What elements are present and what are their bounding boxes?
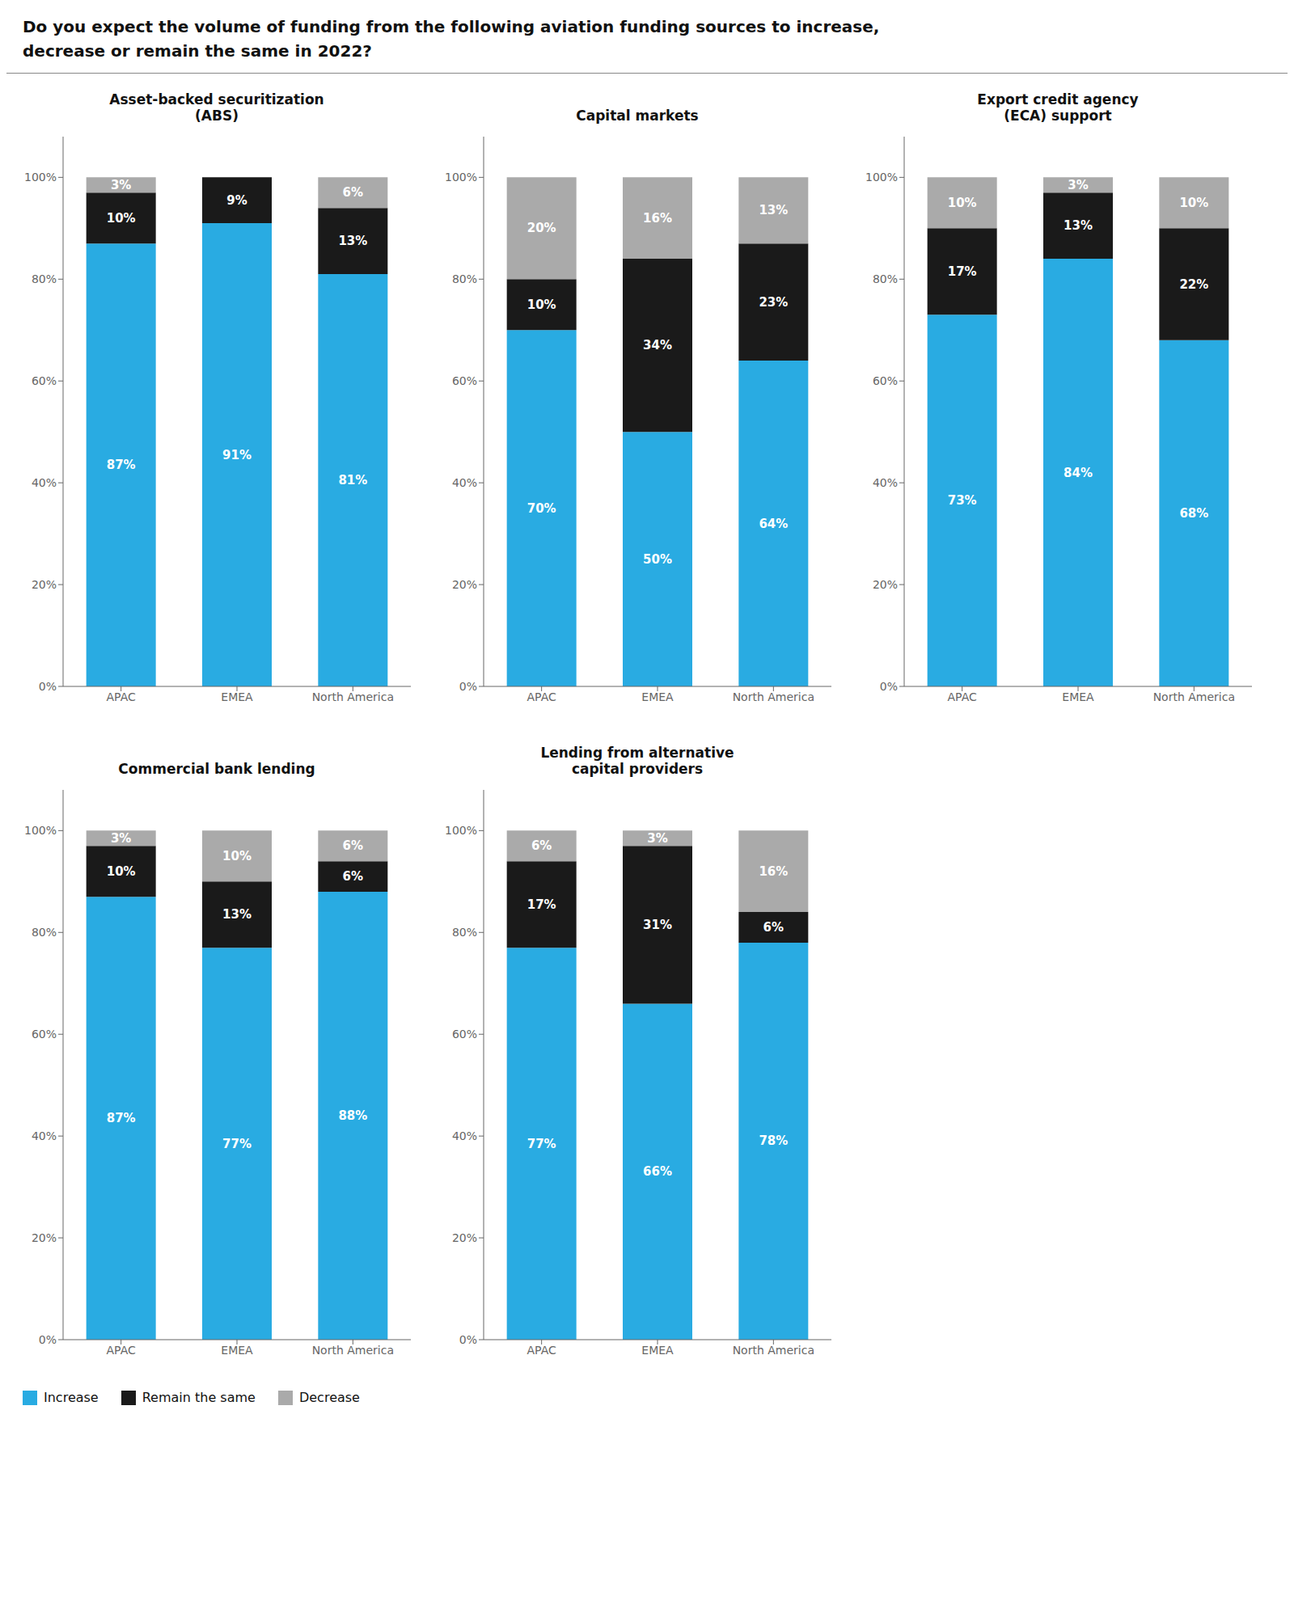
svg-text:10%: 10% — [527, 297, 557, 313]
svg-text:APAC: APAC — [527, 690, 557, 704]
svg-text:6%: 6% — [763, 920, 784, 935]
svg-text:EMEA: EMEA — [1061, 690, 1095, 704]
svg-text:73%: 73% — [947, 493, 977, 508]
svg-text:16%: 16% — [758, 864, 788, 880]
svg-text:20%: 20% — [452, 578, 478, 592]
svg-text:0%: 0% — [459, 680, 478, 694]
html-text:Increase: Increase — [43, 1390, 99, 1406]
svg-text:APAC: APAC — [106, 690, 136, 704]
svg-text:6%: 6% — [342, 869, 364, 884]
svg-text:3%: 3% — [647, 831, 668, 846]
svg-text:6%: 6% — [531, 838, 552, 854]
svg-text:North America: North America — [732, 1344, 815, 1358]
svg-text:68%: 68% — [1179, 506, 1209, 521]
svg-text:16%: 16% — [642, 211, 673, 226]
svg-text:100%: 100% — [444, 170, 478, 184]
svg-text:23%: 23% — [758, 295, 788, 310]
svg-text:91%: 91% — [222, 448, 252, 463]
html-text:Remain the same: Remain the same — [142, 1390, 256, 1406]
svg-text:66%: 66% — [642, 1164, 673, 1180]
svg-text:20%: 20% — [31, 578, 57, 592]
html-text:Lending from alternative capit: Lending from alternative capital provide… — [540, 744, 735, 778]
svg-text:31%: 31% — [642, 917, 673, 933]
svg-text:10%: 10% — [106, 864, 136, 880]
svg-text:40%: 40% — [452, 1129, 478, 1143]
svg-text:North America: North America — [312, 690, 394, 704]
svg-text:0%: 0% — [38, 680, 57, 694]
svg-text:3%: 3% — [110, 831, 132, 846]
svg-text:77%: 77% — [527, 1137, 557, 1152]
svg-text:North America: North America — [732, 690, 815, 704]
svg-text:20%: 20% — [872, 578, 898, 592]
svg-text:100%: 100% — [444, 824, 478, 838]
svg-text:0%: 0% — [459, 1333, 478, 1347]
svg-text:EMEA: EMEA — [641, 690, 674, 704]
svg-text:10%: 10% — [947, 195, 977, 211]
svg-text:North America: North America — [312, 1344, 394, 1358]
svg-text:60%: 60% — [872, 374, 898, 388]
svg-text:10%: 10% — [222, 849, 252, 864]
svg-text:0%: 0% — [879, 680, 898, 694]
svg-text:EMEA: EMEA — [641, 1344, 674, 1358]
html-text:Asset-backed securitization (A: Asset-backed securitization (ABS) — [109, 91, 325, 124]
svg-text:81%: 81% — [338, 473, 368, 488]
svg-text:North America: North America — [1153, 690, 1235, 704]
svg-text:40%: 40% — [872, 476, 898, 490]
svg-text:87%: 87% — [106, 457, 136, 473]
svg-text:84%: 84% — [1063, 465, 1093, 481]
svg-text:20%: 20% — [527, 220, 557, 236]
html-text:Export credit agency (ECA) sup: Export credit agency (ECA) support — [977, 91, 1139, 124]
svg-text:60%: 60% — [31, 374, 57, 388]
svg-text:6%: 6% — [342, 838, 364, 854]
svg-text:80%: 80% — [31, 926, 57, 939]
svg-text:17%: 17% — [947, 264, 977, 280]
svg-text:70%: 70% — [527, 501, 557, 516]
svg-text:20%: 20% — [452, 1231, 478, 1245]
svg-text:13%: 13% — [1063, 218, 1093, 233]
svg-text:9%: 9% — [226, 193, 247, 208]
svg-text:40%: 40% — [31, 1129, 57, 1143]
svg-text:34%: 34% — [642, 338, 673, 353]
svg-text:10%: 10% — [106, 211, 136, 226]
svg-text:80%: 80% — [452, 926, 478, 939]
svg-text:22%: 22% — [1179, 277, 1209, 292]
svg-text:3%: 3% — [1067, 177, 1088, 193]
svg-text:6%: 6% — [342, 185, 364, 200]
svg-text:80%: 80% — [452, 272, 478, 286]
svg-text:87%: 87% — [106, 1111, 136, 1126]
svg-text:64%: 64% — [758, 516, 788, 532]
svg-text:80%: 80% — [31, 272, 57, 286]
svg-text:13%: 13% — [758, 202, 788, 218]
svg-text:78%: 78% — [758, 1133, 788, 1149]
svg-text:13%: 13% — [222, 907, 252, 922]
svg-text:17%: 17% — [527, 897, 557, 913]
svg-text:100%: 100% — [24, 824, 57, 838]
svg-text:88%: 88% — [338, 1108, 368, 1124]
svg-text:100%: 100% — [865, 170, 898, 184]
svg-text:APAC: APAC — [947, 690, 977, 704]
svg-text:50%: 50% — [642, 552, 673, 567]
html-text:Capital markets: Capital markets — [576, 107, 699, 124]
svg-text:APAC: APAC — [106, 1344, 136, 1358]
svg-text:3%: 3% — [110, 177, 132, 193]
svg-text:77%: 77% — [222, 1137, 252, 1152]
svg-text:40%: 40% — [452, 476, 478, 490]
svg-text:EMEA: EMEA — [220, 690, 254, 704]
svg-text:20%: 20% — [31, 1231, 57, 1245]
html-text:Commercial bank lending: Commercial bank lending — [118, 761, 316, 778]
svg-text:80%: 80% — [872, 272, 898, 286]
svg-text:100%: 100% — [24, 170, 57, 184]
svg-text:13%: 13% — [338, 233, 368, 249]
html-text:Decrease: Decrease — [299, 1390, 360, 1406]
svg-text:EMEA: EMEA — [220, 1344, 254, 1358]
svg-text:60%: 60% — [452, 374, 478, 388]
svg-text:60%: 60% — [31, 1027, 57, 1041]
svg-text:0%: 0% — [38, 1333, 57, 1347]
svg-text:60%: 60% — [452, 1027, 478, 1041]
html-text:Do you expect the volume of fu: Do you expect the volume of funding from… — [22, 16, 880, 61]
svg-text:APAC: APAC — [527, 1344, 557, 1358]
svg-text:40%: 40% — [31, 476, 57, 490]
svg-text:10%: 10% — [1179, 195, 1209, 211]
